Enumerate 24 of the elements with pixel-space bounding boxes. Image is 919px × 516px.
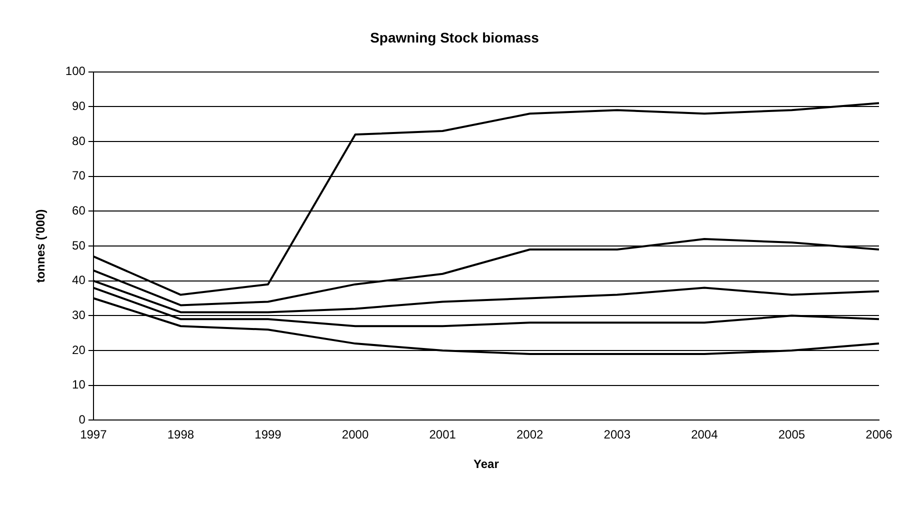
chart-title: Spawning Stock biomass — [370, 29, 540, 46]
y-tick-label: 60 — [72, 203, 86, 218]
y-axis-title: tonnes ('000) — [34, 209, 48, 283]
x-tick-label: 2003 — [604, 428, 631, 442]
y-tick-label: 90 — [72, 98, 86, 113]
x-tick-label: 1997 — [80, 428, 108, 442]
x-tick-label: 2005 — [778, 428, 806, 442]
y-tick-label: 20 — [72, 342, 86, 357]
x-tick-label: 1998 — [167, 428, 194, 442]
x-tick-label: 2004 — [691, 428, 718, 442]
y-tick-label: 70 — [72, 168, 86, 183]
y-tick-label: 40 — [72, 273, 86, 288]
y-tick-label: 10 — [72, 378, 86, 392]
y-tick-label: 50 — [72, 238, 86, 252]
x-tick-label: 2001 — [429, 428, 456, 442]
x-tick-label: 2002 — [516, 428, 544, 442]
x-tick-label: 1999 — [254, 428, 282, 442]
y-tick-label: 0 — [78, 412, 86, 427]
y-tick-label: 30 — [72, 308, 86, 322]
x-tick-label: 2006 — [866, 428, 893, 442]
y-tick-label: 100 — [65, 64, 86, 78]
y-tick-label: 80 — [72, 134, 86, 148]
x-axis-title: Year — [474, 457, 500, 472]
x-tick-label: 2000 — [342, 428, 369, 442]
